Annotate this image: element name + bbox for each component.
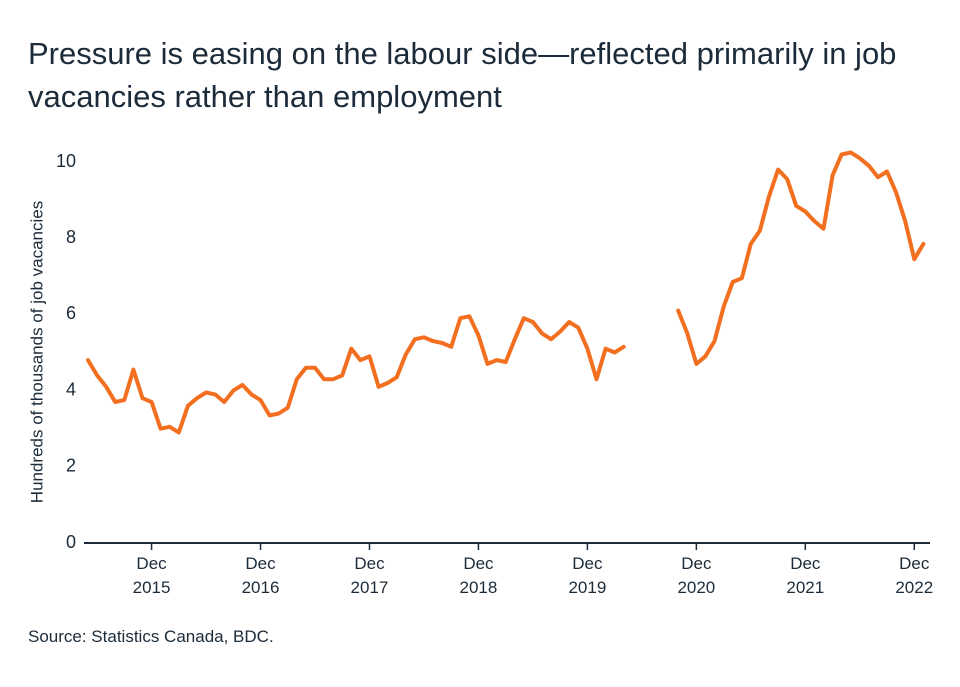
x-tick-label: Dec 2016 (241, 554, 280, 597)
x-tick-label: Dec 2018 (459, 554, 498, 597)
chart-title: Pressure is easing on the labour side—re… (28, 36, 897, 114)
y-tick-label: 4 (66, 379, 76, 399)
x-tick-label: Dec 2022 (895, 554, 934, 597)
y-tick-label: 8 (66, 227, 76, 247)
y-tick-label: 10 (56, 151, 76, 171)
x-tick-label: Dec 2020 (677, 554, 716, 597)
x-tick-label: Dec 2021 (786, 554, 825, 597)
y-tick-label: 0 (66, 532, 76, 552)
x-tick-label: Dec 2015 (132, 554, 171, 597)
y-tick-label: 6 (66, 303, 76, 323)
x-tick-label: Dec 2019 (568, 554, 607, 597)
x-tick-label: Dec 2017 (350, 554, 389, 597)
y-axis-label: Hundreds of thousands of job vacancies (27, 201, 46, 503)
source-note: Source: Statistics Canada, BDC. (28, 627, 274, 646)
data-line (86, 150, 926, 435)
y-tick-label: 2 (66, 456, 76, 476)
